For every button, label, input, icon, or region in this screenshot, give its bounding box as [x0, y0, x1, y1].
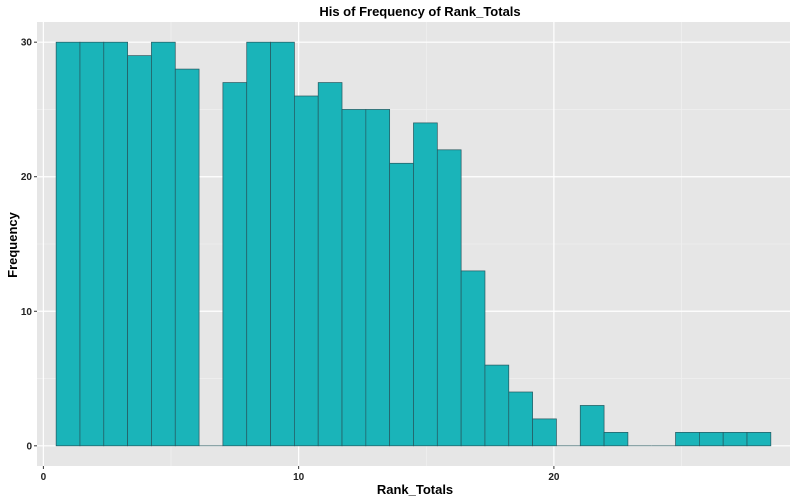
histogram-bar: [484, 364, 510, 447]
x-axis-ticks: 0 10 20: [41, 466, 560, 483]
histogram-bar: [341, 109, 367, 447]
bars: [55, 41, 772, 447]
histogram-bar: [79, 41, 105, 447]
histogram-bar: [103, 41, 128, 447]
histogram-bar: [508, 391, 533, 447]
y-axis-ticks: 0 10 20 30: [21, 38, 37, 452]
histogram-bar: [746, 432, 772, 447]
histogram-bar: [436, 149, 462, 447]
histogram-bar: [151, 41, 176, 447]
x-tick-label: 0: [41, 472, 47, 483]
y-tick-label: 20: [21, 172, 33, 183]
histogram-bar: [365, 109, 391, 447]
histogram-bar: [317, 82, 343, 447]
histogram-bar: [699, 432, 724, 447]
histogram-bar: [413, 122, 438, 447]
x-tick-label: 20: [548, 472, 560, 483]
histogram-bar: [722, 432, 748, 447]
histogram-bar: [127, 55, 152, 447]
histogram-bar: [55, 41, 81, 447]
y-tick-label: 10: [21, 307, 33, 318]
x-tick-label: 10: [293, 472, 305, 483]
histogram-bar: [174, 68, 200, 447]
histogram-bar: [460, 270, 486, 447]
y-tick-label: 0: [26, 441, 32, 452]
histogram-bar: [294, 95, 319, 447]
histogram-bar: [675, 432, 700, 447]
x-axis-title: Rank_Totals: [377, 482, 453, 497]
histogram-bar: [222, 82, 248, 447]
histogram-bar: [532, 418, 557, 447]
histogram-bar: [246, 41, 271, 447]
histogram-bar: [603, 432, 629, 447]
chart-title: His of Frequency of Rank_Totals: [319, 4, 520, 19]
y-axis-title: Frequency: [5, 211, 20, 278]
histogram-bar: [579, 405, 605, 447]
histogram-bar: [270, 41, 295, 447]
y-tick-label: 30: [21, 38, 33, 49]
histogram-bar: [389, 162, 414, 447]
